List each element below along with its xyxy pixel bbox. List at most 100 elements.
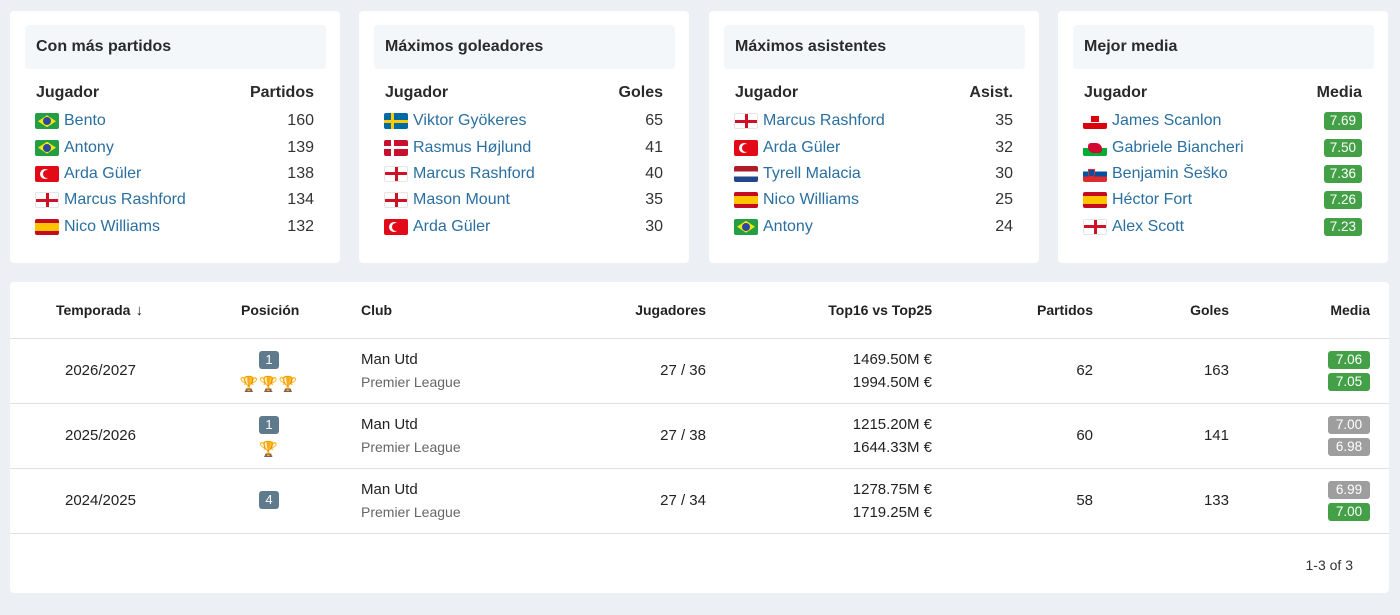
- player-link[interactable]: Gabriele Biancheri: [1083, 139, 1244, 157]
- list-item: Antony 24: [734, 214, 1013, 240]
- player-link[interactable]: Antony: [734, 218, 813, 236]
- header-matches[interactable]: Partidos: [1036, 302, 1093, 318]
- player-link[interactable]: Nico Williams: [734, 191, 859, 209]
- player-link[interactable]: Benjamin Šeško: [1083, 165, 1228, 183]
- league-name: Premier League: [361, 439, 461, 455]
- player-link[interactable]: Alex Scott: [1083, 218, 1184, 236]
- list-item: Antony 139: [35, 134, 314, 160]
- player-link[interactable]: Marcus Rashford: [35, 191, 186, 209]
- list-item: Bento 160: [35, 108, 314, 134]
- col-value: Partidos: [249, 84, 314, 101]
- value-top16: 1469.50M €: [852, 351, 932, 368]
- player-link[interactable]: Tyrell Malacia: [734, 165, 861, 183]
- header-value[interactable]: Top16 vs Top25: [828, 302, 932, 318]
- spain-flag-icon: [1083, 192, 1107, 209]
- player-link[interactable]: Viktor Gyökeres: [384, 112, 527, 130]
- stat-value: 41: [645, 138, 663, 156]
- player-link[interactable]: Arda Güler: [35, 165, 141, 183]
- header-club[interactable]: Club: [361, 302, 393, 318]
- player-link[interactable]: Arda Güler: [734, 139, 840, 157]
- card-top-scorers: Máximos goleadores Jugador Goles Viktor …: [359, 11, 689, 263]
- turkey-flag-icon: [734, 139, 758, 156]
- stat-value: 35: [995, 112, 1013, 130]
- card-column-headers: Jugador Media: [1084, 84, 1362, 102]
- stat-value: 134: [287, 191, 314, 209]
- market-value-cell: 1215.20M € 1644.33M €: [853, 413, 932, 459]
- list-item: Viktor Gyökeres 65: [384, 108, 663, 134]
- list-item: Rasmus Højlund 41: [384, 134, 663, 160]
- sweden-flag-icon: [384, 113, 408, 130]
- rating-cell: 7.00 6.98: [1328, 416, 1370, 460]
- card-column-headers: Jugador Goles: [385, 84, 663, 102]
- goals-cell: 133: [1203, 492, 1229, 509]
- col-value: Media: [1316, 84, 1362, 101]
- trophy-icon: 🏆🏆🏆: [239, 376, 299, 393]
- club-cell[interactable]: Man Utd Premier League: [361, 481, 461, 520]
- position-cell: 1 🏆: [230, 416, 308, 458]
- rating-badge: 7.50: [1323, 138, 1362, 157]
- club-cell[interactable]: Man Utd Premier League: [361, 351, 461, 390]
- players-cell: 27 / 34: [660, 492, 706, 509]
- table-row[interactable]: 2026/2027 1 🏆🏆🏆 Man Utd Premier League 2…: [10, 339, 1389, 404]
- spain-flag-icon: [734, 192, 758, 209]
- table-row[interactable]: 2024/2025 4 Man Utd Premier League 27 / …: [10, 469, 1389, 534]
- card-top-assists: Máximos asistentes Jugador Asist. Marcus…: [709, 11, 1039, 263]
- player-link[interactable]: James Scanlon: [1083, 112, 1221, 130]
- club-name[interactable]: Man Utd: [361, 481, 418, 498]
- header-players[interactable]: Jugadores: [635, 302, 706, 318]
- col-player: Jugador: [735, 84, 799, 101]
- slovenia-flag-icon: [1083, 165, 1107, 182]
- arrow-down-icon[interactable]: ↓: [135, 302, 143, 319]
- wales-flag-icon: [1083, 139, 1107, 156]
- list-item: James Scanlon 7.69: [1083, 108, 1362, 134]
- rating-badge: 7.36: [1323, 164, 1362, 183]
- stat-value: 139: [287, 138, 314, 156]
- player-link[interactable]: Marcus Rashford: [384, 165, 535, 183]
- header-rating[interactable]: Media: [1330, 302, 1370, 318]
- season-cell: 2026/2027: [65, 362, 136, 379]
- player-link[interactable]: Rasmus Højlund: [384, 139, 531, 157]
- card-title: Con más partidos: [25, 25, 326, 69]
- players-cell: 27 / 38: [660, 427, 706, 444]
- player-link[interactable]: Héctor Fort: [1083, 191, 1192, 209]
- header-position[interactable]: Posición: [241, 302, 300, 318]
- club-name[interactable]: Man Utd: [361, 416, 418, 433]
- club-name[interactable]: Man Utd: [361, 351, 418, 368]
- player-link[interactable]: Nico Williams: [35, 218, 160, 236]
- gibraltar-flag-icon: [1083, 113, 1107, 130]
- matches-cell: 58: [1076, 492, 1093, 509]
- stat-value: 25: [995, 191, 1013, 209]
- rating-badge: 7.05: [1328, 373, 1370, 391]
- card-title: Máximos goleadores: [374, 25, 675, 69]
- header-goals[interactable]: Goles: [1190, 302, 1229, 318]
- table-row[interactable]: 2025/2026 1 🏆 Man Utd Premier League 27 …: [10, 404, 1389, 469]
- england-flag-icon: [35, 192, 59, 209]
- england-flag-icon: [384, 165, 408, 182]
- list-item: Mason Mount 35: [384, 187, 663, 213]
- rating-cell: 7.06 7.05: [1328, 351, 1370, 395]
- player-link[interactable]: Bento: [35, 112, 106, 130]
- player-link[interactable]: Mason Mount: [384, 191, 510, 209]
- list-item: Gabriele Biancheri 7.50: [1083, 134, 1362, 160]
- market-value-cell: 1469.50M € 1994.50M €: [853, 348, 932, 394]
- table-header: Temporada ↓ Posición Club Jugadores Top16…: [10, 282, 1389, 339]
- position-badge: 1: [259, 416, 279, 434]
- card-column-headers: Jugador Partidos: [36, 84, 314, 102]
- player-link[interactable]: Marcus Rashford: [734, 112, 885, 130]
- value-top16: 1278.75M €: [852, 481, 932, 498]
- goals-cell: 163: [1203, 362, 1229, 379]
- col-player: Jugador: [1084, 84, 1148, 101]
- rating-cell: 6.99 7.00: [1328, 481, 1370, 525]
- league-name: Premier League: [361, 504, 461, 520]
- value-top16: 1215.20M €: [852, 416, 932, 433]
- list-item: Nico Williams 25: [734, 187, 1013, 213]
- rating-badge: 7.26: [1323, 191, 1362, 210]
- player-link[interactable]: Antony: [35, 139, 114, 157]
- stat-value: 30: [645, 217, 663, 235]
- club-cell[interactable]: Man Utd Premier League: [361, 416, 461, 455]
- player-link[interactable]: Arda Güler: [384, 218, 490, 236]
- list-item: Marcus Rashford 35: [734, 108, 1013, 134]
- header-season[interactable]: Temporada ↓: [56, 302, 143, 319]
- player-list: Bento 160 Antony 139 Arda Güler 138 Marcus …: [35, 108, 314, 240]
- list-item: Nico Williams 132: [35, 214, 314, 240]
